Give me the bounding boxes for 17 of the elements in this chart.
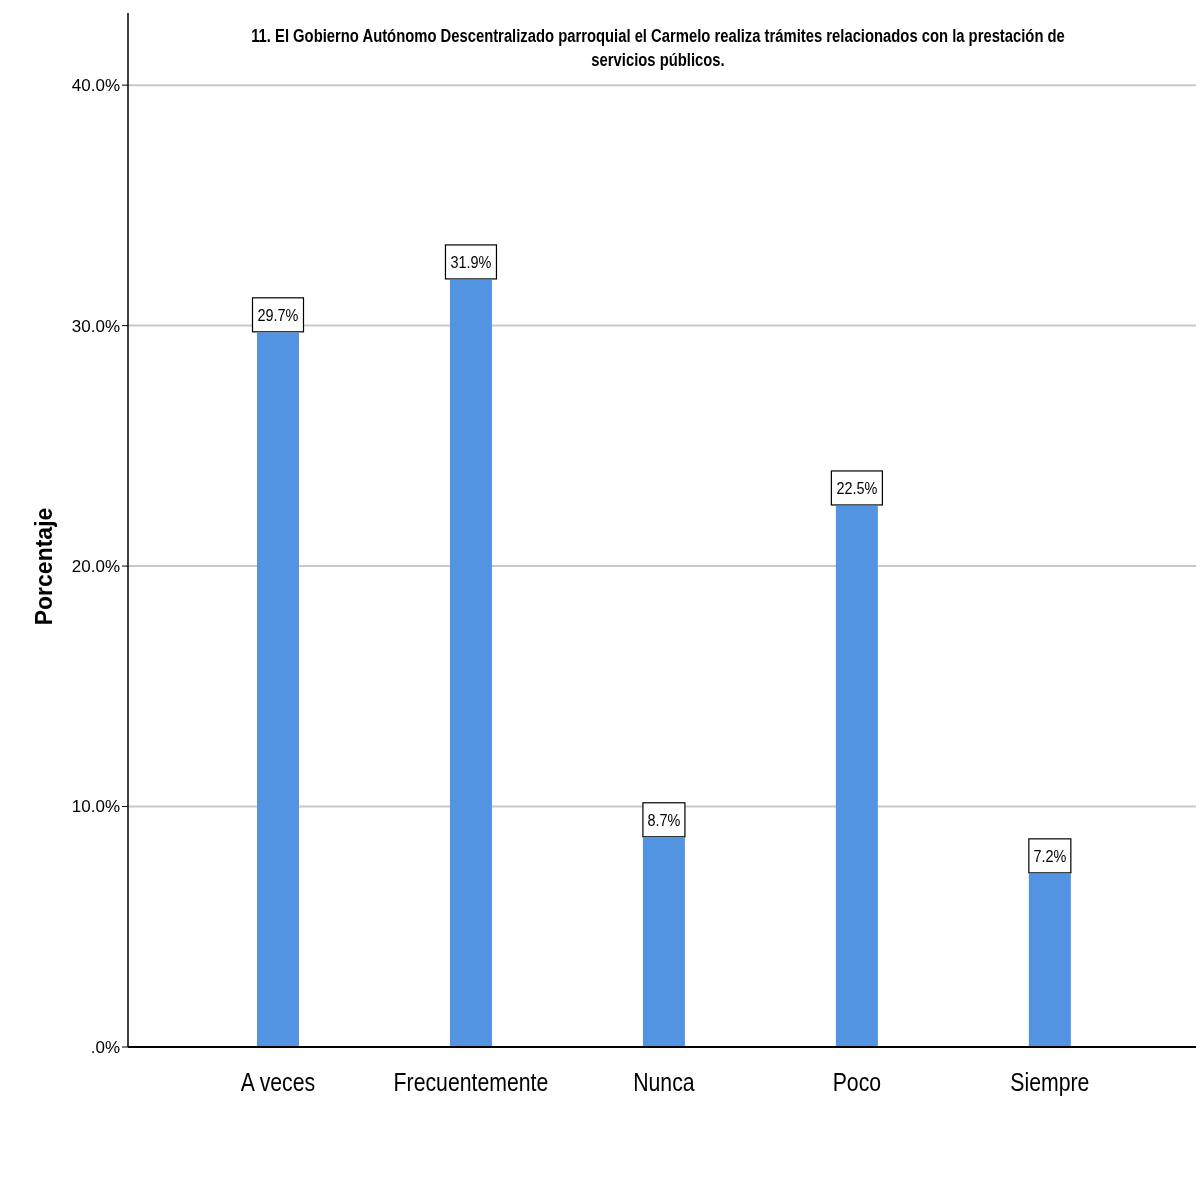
y-axis-title: Porcentaje xyxy=(31,507,57,626)
x-tick-label: Frecuentemente xyxy=(393,1068,549,1097)
y-tick-label: 10.0% xyxy=(71,797,120,817)
x-tick-label: Poco xyxy=(832,1068,882,1097)
text: 11. El Gobierno Autónomo Descentralizado parroquial el Carmelo realiza trámites relacionados con la prestación de servicios públicos. xyxy=(251,25,1065,71)
x-tick-label: A veces xyxy=(240,1068,316,1097)
y-tick-label: .0% xyxy=(90,1037,120,1057)
y-tick-label: 20.0% xyxy=(71,557,120,577)
y-tick-label: 30.0% xyxy=(71,316,120,336)
data-label: 22.5% xyxy=(836,478,878,498)
x-tick-label: Siempre xyxy=(1010,1068,1090,1097)
x-tick-label: Nunca xyxy=(633,1068,695,1097)
data-label: 7.2% xyxy=(1033,846,1067,866)
data-label: 8.7% xyxy=(647,810,681,830)
y-tick-label: 40.0% xyxy=(71,76,120,96)
data-label: 31.9% xyxy=(450,252,492,272)
data-label: 29.7% xyxy=(257,305,299,325)
